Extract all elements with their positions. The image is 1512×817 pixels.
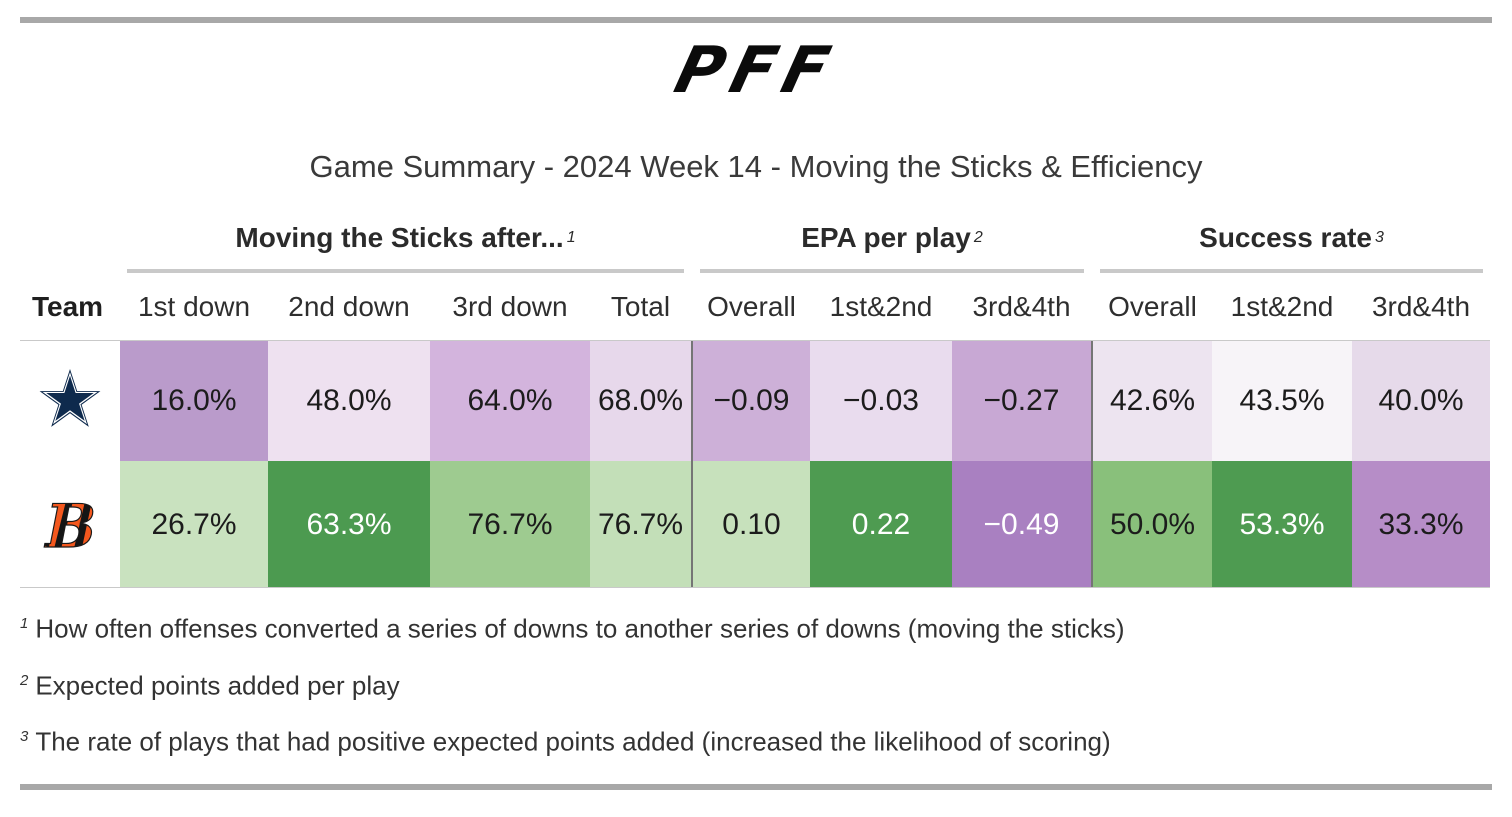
column-header-sr-3rd-4th: 3rd&4th bbox=[1371, 291, 1471, 322]
column-header-sr-overall: Overall bbox=[1108, 291, 1197, 322]
cell-cowboys-epa-overall: −0.09 bbox=[693, 341, 810, 461]
cell-bengals-sr-3rd-4th: 33.3% bbox=[1352, 461, 1490, 588]
top-divider bbox=[20, 17, 1492, 23]
column-header-sr-1st-2nd: 1st&2nd bbox=[1230, 291, 1334, 322]
group-label: EPA per play bbox=[801, 222, 971, 253]
svg-text:B: B bbox=[44, 493, 97, 557]
column-header-team: Team bbox=[32, 291, 104, 322]
cell-cowboys-epa-1st-2nd: −0.03 bbox=[810, 341, 952, 461]
column-header-3rd-down: 3rd down bbox=[452, 291, 568, 322]
page-title: Game Summary - 2024 Week 14 - Moving the… bbox=[309, 149, 1203, 184]
cell-bengals-sr-1st-2nd: 53.3% bbox=[1212, 461, 1352, 588]
footnote-ref-1: 1 bbox=[566, 229, 576, 246]
cell-cowboys-sr-overall: 42.6% bbox=[1093, 341, 1212, 461]
footnote-1-text: How often offenses converted a series of… bbox=[35, 613, 1125, 644]
bengals-b-icon: B B bbox=[43, 492, 97, 557]
cell-cowboys-sr-3rd-4th: 40.0% bbox=[1352, 341, 1490, 461]
footnote-1-number: 1 bbox=[20, 615, 29, 632]
cell-bengals-mts-3rd-down: 76.7% bbox=[430, 461, 590, 588]
bottom-divider bbox=[20, 783, 1492, 790]
cell-bengals-mts-total: 76.7% bbox=[590, 461, 691, 588]
pff-logo-text: PFF bbox=[667, 34, 845, 108]
footnote-ref-3: 3 bbox=[1374, 229, 1384, 246]
cell-cowboys-mts-2nd-down: 48.0% bbox=[268, 341, 430, 461]
column-header-epa-3rd-4th: 3rd&4th bbox=[972, 291, 1071, 322]
cell-cowboys-mts-1st-down: 16.0% bbox=[120, 341, 268, 461]
cell-cowboys-epa-3rd-4th: −0.27 bbox=[952, 341, 1091, 461]
footnotes: 1 How often offenses converted a series o… bbox=[20, 606, 1492, 760]
group-header-moving-the-sticks: Moving the Sticks after... 1 bbox=[127, 207, 684, 273]
team-cell-cowboys bbox=[20, 341, 120, 461]
group-label: Moving the Sticks after... bbox=[235, 222, 564, 253]
cell-bengals-sr-overall: 50.0% bbox=[1093, 461, 1212, 588]
pff-logo: PFF bbox=[0, 34, 1512, 108]
group-divider-2 bbox=[1091, 341, 1093, 588]
column-header-1st-down: 1st down bbox=[137, 291, 251, 322]
footnote-2-text: Expected points added per play bbox=[35, 670, 400, 701]
cell-bengals-epa-1st-2nd: 0.22 bbox=[810, 461, 952, 588]
group-header-epa-per-play: EPA per play 2 bbox=[700, 207, 1084, 273]
cell-bengals-epa-3rd-4th: −0.49 bbox=[952, 461, 1091, 588]
cell-bengals-mts-1st-down: 26.7% bbox=[120, 461, 268, 588]
cell-cowboys-mts-3rd-down: 64.0% bbox=[430, 341, 590, 461]
cell-bengals-epa-overall: 0.10 bbox=[693, 461, 810, 588]
cell-bengals-mts-2nd-down: 63.3% bbox=[268, 461, 430, 588]
footnote-1: 1 How often offenses converted a series o… bbox=[20, 606, 1492, 647]
column-header-2nd-down: 2nd down bbox=[288, 291, 410, 322]
group-label: Success rate bbox=[1199, 222, 1372, 253]
column-header-total: Total bbox=[610, 291, 671, 322]
cell-cowboys-sr-1st-2nd: 43.5% bbox=[1212, 341, 1352, 461]
team-cell-bengals: B B bbox=[20, 461, 120, 588]
footnote-2-number: 2 bbox=[20, 671, 29, 689]
footnote-2: 2 Expected points added per play bbox=[20, 663, 1492, 704]
footnote-3-number: 3 bbox=[20, 728, 29, 746]
cowboys-star-icon bbox=[39, 369, 101, 427]
footnote-3-text: The rate of plays that had positive expe… bbox=[35, 726, 1111, 757]
page: PFF Game Summary - 2024 Week 14 - Moving… bbox=[0, 17, 1512, 790]
group-divider-1 bbox=[691, 341, 693, 588]
stats-table: Moving the Sticks after... 1 EPA per pla… bbox=[20, 207, 1492, 588]
cell-cowboys-mts-total: 68.0% bbox=[590, 341, 691, 461]
group-header-success-rate: Success rate 3 bbox=[1100, 207, 1483, 273]
footnote-3: 3 The rate of plays that had positive exp… bbox=[20, 719, 1492, 760]
footnote-ref-2: 2 bbox=[973, 229, 983, 246]
column-header-epa-1st-2nd: 1st&2nd bbox=[829, 291, 933, 322]
column-header-epa-overall: Overall bbox=[707, 291, 796, 322]
